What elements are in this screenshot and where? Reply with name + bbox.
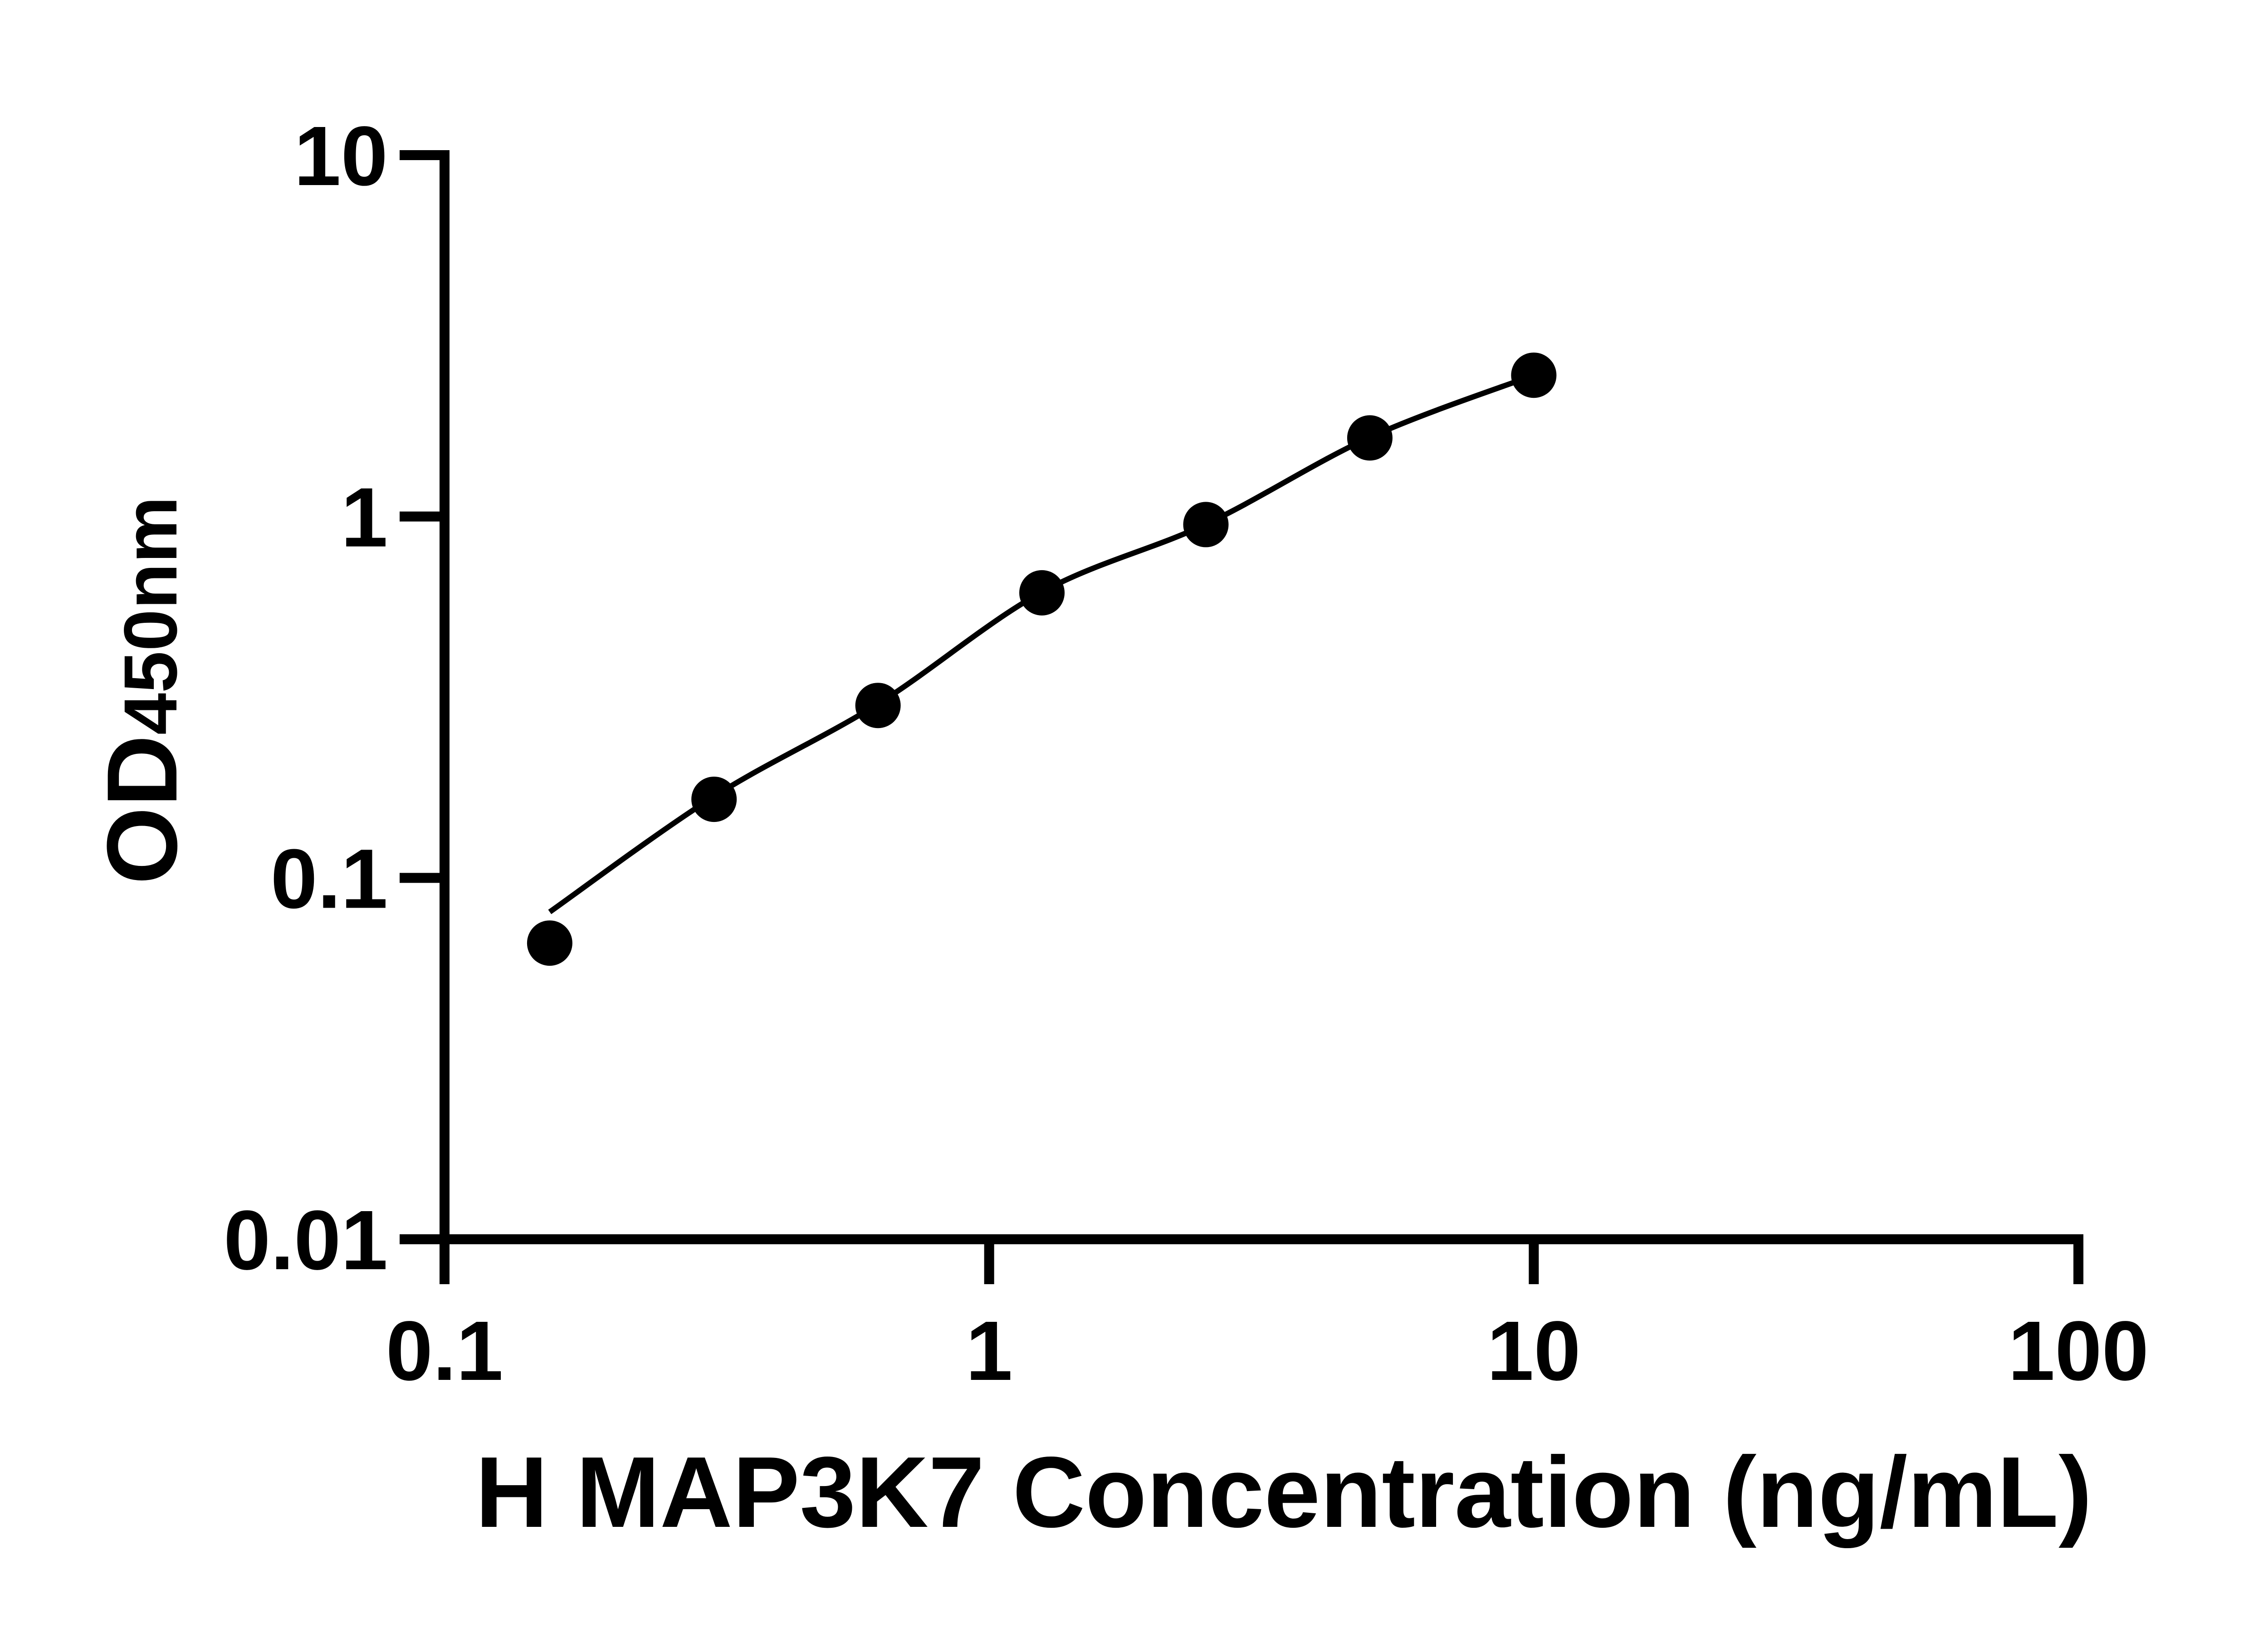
x-tick-label: 100 (2008, 1304, 2149, 1398)
data-point-marker (691, 777, 737, 822)
data-point-marker (855, 683, 901, 728)
y-tick-mark (400, 511, 440, 522)
y-tick-label: 1 (341, 471, 388, 565)
y-axis-title-main: OD (86, 735, 198, 885)
data-point-marker (1183, 502, 1229, 548)
data-point-marker (1347, 415, 1393, 461)
y-axis-title: OD450nm (86, 496, 198, 885)
x-axis-title: H MAP3K7 Concentration (ng/mL) (475, 1436, 2092, 1549)
y-tick-mark (400, 150, 440, 160)
data-point-marker (527, 920, 572, 966)
y-tick-mark (400, 873, 440, 883)
x-tick-mark (1529, 1244, 1539, 1284)
y-tick-mark (400, 1234, 440, 1244)
y-axis-title-subscript: 450nm (109, 496, 193, 735)
x-tick-mark (2073, 1244, 2084, 1284)
data-point-marker (1019, 570, 1065, 616)
x-tick-label: 1 (966, 1304, 1012, 1398)
y-tick-label: 10 (294, 109, 388, 203)
x-tick-label: 10 (1487, 1304, 1581, 1398)
x-axis-line (440, 1234, 2083, 1244)
x-tick-mark (440, 1244, 450, 1284)
x-tick-label: 0.1 (386, 1304, 503, 1398)
standard-curve-line (548, 372, 1535, 914)
x-tick-mark (984, 1244, 994, 1284)
y-tick-label: 0.01 (224, 1193, 388, 1287)
y-axis-line (440, 150, 450, 1244)
y-tick-label: 0.1 (270, 832, 388, 926)
data-point-marker (1511, 352, 1557, 398)
